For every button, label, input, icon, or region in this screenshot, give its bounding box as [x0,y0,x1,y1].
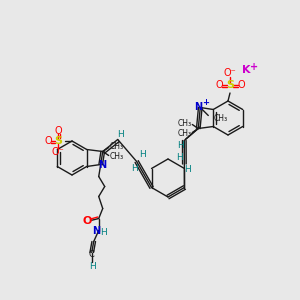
Text: O: O [237,80,245,90]
Text: H: H [139,150,146,159]
Text: CH₃: CH₃ [213,114,227,123]
Text: O: O [82,215,92,226]
Text: CH₃: CH₃ [110,142,124,151]
Text: H: H [100,228,107,237]
Text: H: H [177,141,184,150]
Text: CH₃: CH₃ [177,119,191,128]
Text: O: O [54,126,62,136]
Text: S: S [226,80,234,90]
Text: N: N [194,103,202,112]
Text: H: H [117,130,124,139]
Text: H: H [176,154,183,163]
Text: +: + [250,62,258,72]
Text: +: + [202,98,209,107]
Text: O: O [44,136,52,146]
Text: N: N [98,160,106,170]
Text: H: H [89,262,96,271]
Text: C: C [89,250,95,259]
Text: S: S [54,136,62,146]
Text: CH₃: CH₃ [110,152,124,161]
Text: O⁻: O⁻ [224,68,236,78]
Text: K: K [242,65,250,75]
Text: O: O [215,80,223,90]
Text: N: N [92,226,100,236]
Text: H: H [184,166,191,175]
Text: O⁻: O⁻ [52,147,64,157]
Text: CH₃: CH₃ [177,129,191,138]
Text: H: H [131,164,138,173]
